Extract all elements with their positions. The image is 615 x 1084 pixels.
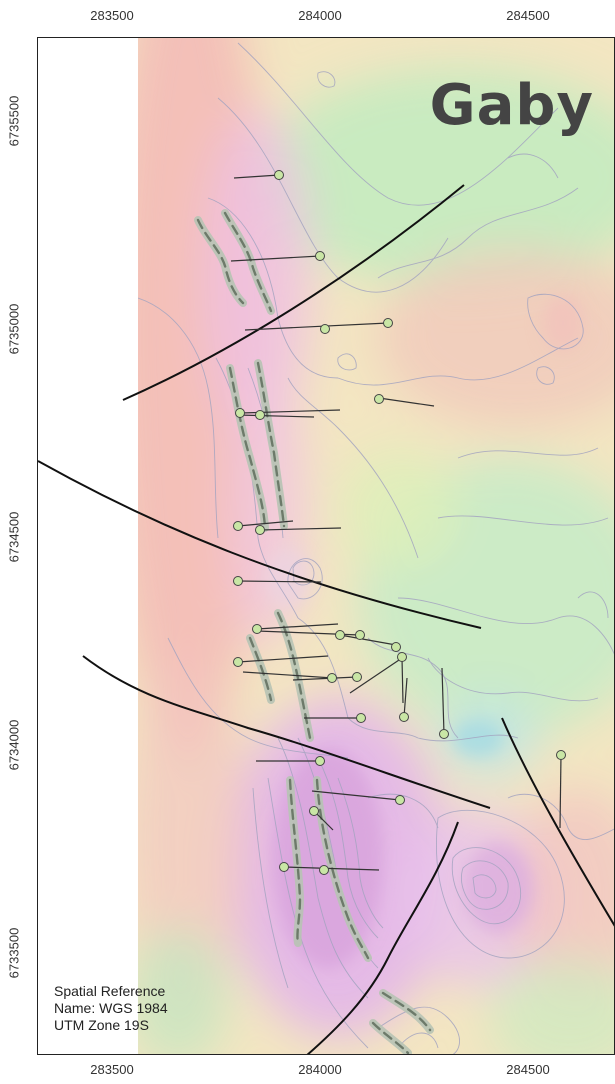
drillhole-collar	[374, 394, 384, 404]
y-tick-6733500: 6733500	[6, 927, 22, 979]
drillhole-collar	[309, 806, 319, 816]
drillhole-collar	[279, 862, 289, 872]
x-tick-top-284000: 284000	[298, 8, 342, 23]
target-axes	[194, 209, 434, 1054]
x-tick-bottom-283500: 283500	[90, 1062, 134, 1077]
drillhole-collar	[327, 673, 337, 683]
drillhole-collar	[556, 750, 566, 760]
drillhole-collar	[235, 408, 245, 418]
drillhole-collar	[252, 624, 262, 634]
spatial-reference-zone: UTM Zone 19S	[54, 1017, 149, 1033]
drillhole-collar	[233, 657, 243, 667]
drillhole-collar	[255, 410, 265, 420]
magnetic-map	[38, 38, 614, 1054]
y-tick-6734500: 6734500	[6, 511, 22, 563]
drillhole-collar	[439, 729, 449, 739]
drillhole-collar	[395, 795, 405, 805]
fault-line-5	[501, 717, 614, 927]
drillhole-traces	[230, 174, 562, 871]
fault-line-4	[306, 821, 459, 1054]
drillhole-collars	[233, 170, 566, 875]
map-frame[interactable]: Gaby Spatial Reference Name: WGS 1984 UT…	[37, 37, 615, 1055]
y-tick-6734000: 6734000	[6, 719, 22, 771]
fault-line-3	[82, 655, 491, 809]
y-tick-6735000: 6735000	[6, 303, 22, 355]
x-tick-top-284500: 284500	[506, 8, 550, 23]
drillhole-collar	[399, 712, 409, 722]
drillhole-collar	[383, 318, 393, 328]
drillhole-collar	[397, 652, 407, 662]
x-tick-top-283500: 283500	[90, 8, 134, 23]
fault-lines	[38, 184, 614, 1054]
drillhole-collar	[352, 672, 362, 682]
drillhole-collar	[255, 525, 265, 535]
x-tick-bottom-284000: 284000	[298, 1062, 342, 1077]
drillhole-collar	[391, 642, 401, 652]
spatial-reference-datum: Name: WGS 1984	[54, 1000, 168, 1016]
drillhole-collar	[315, 251, 325, 261]
fault-line-1	[122, 184, 465, 401]
drillhole-collar	[233, 521, 243, 531]
drillhole-collar	[356, 713, 366, 723]
map-title: Gaby	[429, 73, 594, 138]
drillhole-collar	[355, 630, 365, 640]
spatial-reference: Spatial Reference Name: WGS 1984 UTM Zon…	[54, 983, 168, 1034]
drillhole-collar	[319, 865, 329, 875]
fault-line-2	[38, 460, 482, 629]
spatial-reference-heading: Spatial Reference	[54, 983, 166, 999]
x-tick-bottom-284500: 284500	[506, 1062, 550, 1077]
drillhole-collar	[315, 756, 325, 766]
y-tick-6735500: 6735500	[6, 95, 22, 147]
drillhole-collar	[274, 170, 284, 180]
magnetic-raster	[138, 38, 614, 1054]
drillhole-collar	[320, 324, 330, 334]
drillhole-collar	[233, 576, 243, 586]
drillhole-collar	[335, 630, 345, 640]
